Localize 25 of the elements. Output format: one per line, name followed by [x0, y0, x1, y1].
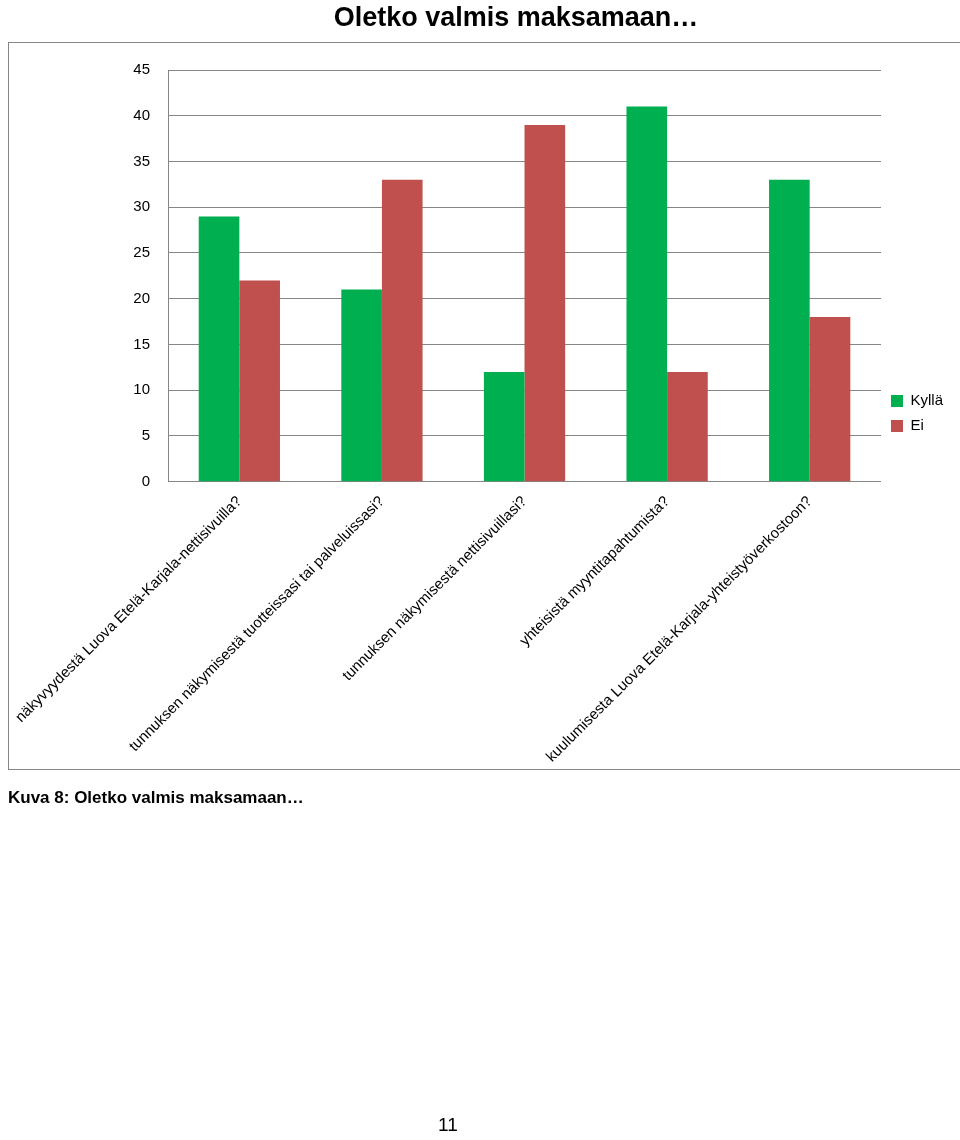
bar — [381, 179, 423, 482]
bar — [483, 371, 525, 482]
y-tick-label: 20 — [133, 288, 151, 306]
y-tick-label: 10 — [133, 380, 151, 398]
y-tick-label: 45 — [133, 60, 151, 78]
bar — [239, 280, 280, 482]
bar — [524, 124, 566, 482]
y-tick-label: 5 — [141, 426, 151, 444]
legend-label: Ei — [910, 416, 924, 434]
bar — [341, 289, 382, 482]
y-tick-label: 35 — [133, 151, 151, 169]
y-tick-label: 25 — [133, 243, 151, 261]
text: Kuva 8: Oletko valmis maksamaan… — [8, 788, 305, 808]
bar — [667, 371, 708, 482]
y-tick-label: 30 — [133, 197, 151, 215]
bar — [809, 317, 851, 482]
legend-label: Kyllä — [910, 391, 944, 409]
y-tick-label: 15 — [133, 334, 151, 352]
y-tick-label: 40 — [133, 105, 151, 123]
bar — [626, 106, 668, 482]
bar — [769, 179, 810, 482]
y-tick-label: 0 — [141, 471, 151, 489]
bar — [198, 216, 240, 482]
chart-title: Oletko valmis maksamaan… — [332, 2, 700, 34]
text: 11 — [438, 1114, 458, 1136]
